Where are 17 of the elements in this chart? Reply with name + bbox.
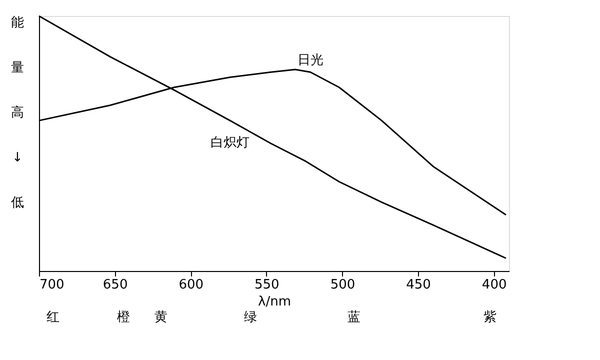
x-tick-label: 500 [330,278,356,292]
text: 橙 [117,310,130,325]
text: 能量高↓低 [11,16,24,210]
x-tick-label: 600 [178,278,204,292]
series-label: 白炽灯 [210,136,250,151]
x-tick-label: 700 [40,278,64,292]
text: 黄 [154,310,168,325]
series-label: 日光 [297,53,324,68]
text: 紫 [484,310,497,325]
text: 蓝 [347,310,360,325]
text: 绿 [244,310,257,325]
x-tick-label: 400 [482,278,507,292]
x-tick-label: 550 [254,278,280,292]
x-tick-label: 650 [102,278,128,292]
text: 红 [46,310,60,325]
x-axis-title: λ/nm [258,294,291,310]
x-tick-label: 450 [406,278,431,292]
